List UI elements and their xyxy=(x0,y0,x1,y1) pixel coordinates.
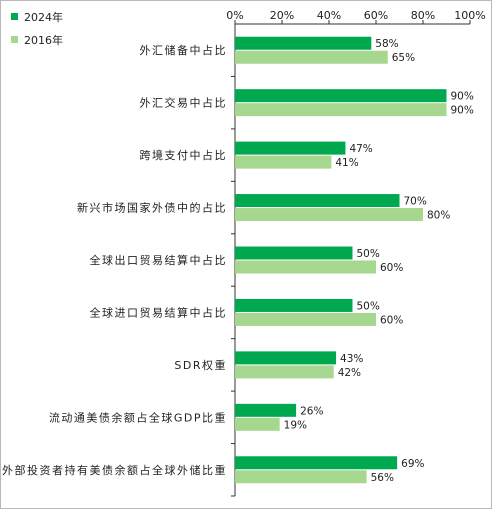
bar-2016 xyxy=(235,208,423,222)
data-label: 90% xyxy=(451,105,474,117)
data-label: 43% xyxy=(340,353,363,365)
category-label: 全球进口贸易结算中占比 xyxy=(90,305,228,319)
data-label: 69% xyxy=(401,458,424,470)
bar-2024 xyxy=(235,36,372,50)
data-label: 70% xyxy=(404,196,427,208)
data-label: 26% xyxy=(300,405,323,417)
bar-2024 xyxy=(235,298,353,312)
data-label: 41% xyxy=(335,157,358,169)
data-label: 60% xyxy=(380,314,403,326)
bar-2024 xyxy=(235,141,346,155)
bar-2024 xyxy=(235,456,398,470)
category-label: SDR权重 xyxy=(174,358,227,372)
x-tick-label: 0% xyxy=(226,9,243,22)
x-tick-label: 100% xyxy=(454,9,485,22)
bar-2024 xyxy=(235,351,337,365)
data-label: 42% xyxy=(338,367,361,379)
data-label: 56% xyxy=(371,472,394,484)
data-label: 80% xyxy=(427,210,450,222)
category-label: 全球出口贸易结算中占比 xyxy=(90,253,228,267)
data-label: 19% xyxy=(284,419,307,431)
category-label: 流动通美债余额占全球GDP比重 xyxy=(49,410,227,424)
x-tick-label: 80% xyxy=(411,9,435,22)
data-label: 58% xyxy=(375,38,398,50)
bar-2024 xyxy=(235,403,297,417)
legend-swatch xyxy=(11,13,18,20)
bar-2016 xyxy=(235,50,388,64)
data-label: 65% xyxy=(392,52,415,64)
bar-2016 xyxy=(235,417,280,431)
data-label: 90% xyxy=(451,91,474,103)
category-label: 外汇交易中占比 xyxy=(140,96,228,110)
bar-2016 xyxy=(235,365,334,379)
x-tick-label: 40% xyxy=(317,9,341,22)
bar-2016 xyxy=(235,103,447,117)
data-label: 60% xyxy=(380,262,403,274)
bar-2016 xyxy=(235,312,376,326)
bar-2024 xyxy=(235,194,400,208)
legend-label: 2016年 xyxy=(24,33,63,47)
data-label: 47% xyxy=(349,143,372,155)
x-tick-label: 60% xyxy=(364,9,388,22)
bar-2024 xyxy=(235,246,353,260)
category-label: 外部投资者持有美债余额占全球外储比重 xyxy=(2,463,227,477)
x-tick-label: 20% xyxy=(270,9,294,22)
category-label: 外汇储备中占比 xyxy=(140,43,228,57)
bar-2016 xyxy=(235,260,376,274)
bar-2016 xyxy=(235,470,367,484)
data-label: 50% xyxy=(357,300,380,312)
category-label: 新兴市场国家外债中的占比 xyxy=(77,201,227,215)
legend-swatch xyxy=(11,36,18,43)
legend-label: 2024年 xyxy=(24,10,63,24)
bar-2024 xyxy=(235,89,447,103)
category-label: 跨境支付中占比 xyxy=(140,148,228,162)
data-label: 50% xyxy=(357,248,380,260)
bar-2016 xyxy=(235,155,332,169)
